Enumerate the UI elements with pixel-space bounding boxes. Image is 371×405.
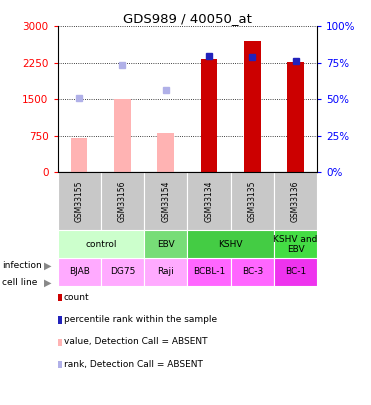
Text: KSHV: KSHV [219,240,243,249]
Bar [187,172,231,230]
Text: Raji: Raji [157,267,174,276]
Text: BC-3: BC-3 [242,267,263,276]
Text: count: count [63,293,89,302]
Bar [71,138,88,172]
Text: GSM33155: GSM33155 [75,181,83,222]
Bar [288,62,304,172]
Text: GSM33136: GSM33136 [291,181,300,222]
Text: ▶: ▶ [44,260,51,270]
Text: GSM33156: GSM33156 [118,181,127,222]
Text: BJAB: BJAB [69,267,89,276]
Bar [231,172,274,230]
Bar [187,258,231,286]
Bar [144,230,187,258]
Text: percentile rank within the sample: percentile rank within the sample [63,315,217,324]
Bar [274,230,317,258]
Text: value, Detection Call = ABSENT: value, Detection Call = ABSENT [63,337,207,346]
Text: control: control [85,240,116,249]
Bar [187,230,274,258]
Bar [58,258,101,286]
Bar [244,41,260,172]
Bar [231,258,274,286]
Bar [101,172,144,230]
Text: rank, Detection Call = ABSENT: rank, Detection Call = ABSENT [63,360,203,369]
Text: DG75: DG75 [110,267,135,276]
Bar [274,172,317,230]
Bar [101,258,144,286]
Text: EBV: EBV [157,240,174,249]
Text: BCBL-1: BCBL-1 [193,267,225,276]
Bar [158,133,174,172]
Bar [274,258,317,286]
Text: cell line: cell line [2,278,37,287]
Bar [201,60,217,172]
Text: ▶: ▶ [44,278,51,288]
Text: GSM33135: GSM33135 [248,181,257,222]
Bar [58,172,101,230]
Bar [58,230,144,258]
Bar [114,99,131,172]
Bar [144,258,187,286]
Text: KSHV and
EBV: KSHV and EBV [273,234,318,254]
Text: infection: infection [2,261,42,270]
Title: GDS989 / 40050_at: GDS989 / 40050_at [123,12,252,25]
Text: GSM33134: GSM33134 [204,181,213,222]
Bar [144,172,187,230]
Text: BC-1: BC-1 [285,267,306,276]
Text: GSM33154: GSM33154 [161,181,170,222]
